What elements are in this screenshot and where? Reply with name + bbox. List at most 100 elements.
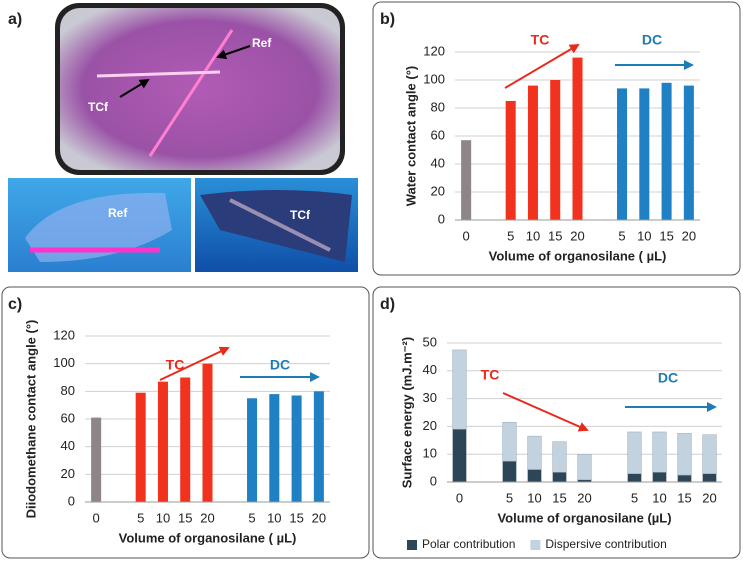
x-tick-label: 10 <box>156 510 170 525</box>
bar <box>661 82 672 220</box>
x-tick-label: 5 <box>631 490 638 505</box>
bar <box>269 394 280 502</box>
x-tick-label: 10 <box>267 510 281 525</box>
y-tick-label: 0 <box>68 493 75 508</box>
trend-arrow <box>504 43 580 89</box>
x-tick-label: 10 <box>652 490 666 505</box>
bar <box>527 85 538 220</box>
y-tick-label: 20 <box>61 466 75 481</box>
annotation: DC <box>658 370 678 386</box>
film-strip <box>96 70 221 78</box>
x-axis-title: Volume of organosilane ( µL) <box>119 530 297 545</box>
bar-segment <box>652 431 667 473</box>
y-tick-label: 40 <box>431 155 445 170</box>
legend-swatch <box>530 540 541 550</box>
y-tick-label: 120 <box>423 43 445 58</box>
bar <box>639 88 650 221</box>
legend-label: Dispersive contribution <box>545 537 666 551</box>
x-tick-label: 20 <box>577 490 591 505</box>
y-tick-label: 0 <box>438 211 445 226</box>
x-tick-label: 20 <box>682 228 696 243</box>
photo-label: Ref <box>252 36 272 50</box>
x-tick-label: 5 <box>618 228 625 243</box>
x-tick-label: 5 <box>506 490 513 505</box>
bar-segment <box>677 474 692 483</box>
annotation: DC <box>642 32 662 48</box>
x-tick-label: 20 <box>570 228 584 243</box>
panel-label: c) <box>8 296 22 313</box>
x-tick-label: 0 <box>456 490 463 505</box>
bar <box>617 88 628 221</box>
bar-segment <box>702 473 717 483</box>
photo-film <box>229 198 331 252</box>
x-tick-label: 15 <box>659 228 673 243</box>
bar-segment <box>552 472 567 483</box>
bar-segment <box>652 472 667 483</box>
y-tick-label: 60 <box>61 410 75 425</box>
y-tick-label: 0 <box>430 473 437 488</box>
x-tick-label: 5 <box>137 510 144 525</box>
trend-arrow <box>159 346 230 381</box>
bar-segment <box>502 460 517 483</box>
y-tick-label: 120 <box>53 327 75 342</box>
x-tick-label: 20 <box>200 510 214 525</box>
x-axis-title: Volume of organosilane (µL) <box>497 510 671 525</box>
panel-frame <box>372 286 741 559</box>
x-tick-label: 15 <box>289 510 303 525</box>
x-tick-label: 20 <box>312 510 326 525</box>
bar-segment <box>452 428 467 483</box>
x-tick-label: 15 <box>548 228 562 243</box>
bar-segment <box>627 431 642 474</box>
pointer <box>119 78 150 98</box>
photo-label: TCf <box>290 208 311 222</box>
bar <box>135 392 146 502</box>
x-tick-label: 0 <box>93 510 100 525</box>
legend-label: Polar contribution <box>422 537 515 551</box>
bar <box>550 80 561 220</box>
y-tick-label: 100 <box>423 71 445 86</box>
bar <box>683 85 694 220</box>
annotation: TC <box>481 367 500 383</box>
y-tick-label: 50 <box>423 334 437 349</box>
photo-top <box>60 8 340 170</box>
trend-arrow <box>502 392 589 432</box>
y-axis-title: Water contact angle (°) <box>403 66 418 207</box>
x-tick-label: 10 <box>527 490 541 505</box>
bar-segment <box>702 434 717 474</box>
y-tick-label: 80 <box>431 99 445 114</box>
x-tick-label: 15 <box>677 490 691 505</box>
y-tick-label: 80 <box>61 383 75 398</box>
bar-segment <box>527 435 542 470</box>
photo-label: Ref <box>108 206 128 220</box>
bar <box>180 377 191 502</box>
bar <box>461 140 472 220</box>
y-axis-title: Diiodomethane contact angle (°) <box>23 320 38 519</box>
y-tick-label: 40 <box>423 362 437 377</box>
bar-segment <box>627 473 642 483</box>
bar <box>505 101 516 220</box>
x-tick-label: 10 <box>637 228 651 243</box>
x-tick-label: 15 <box>552 490 566 505</box>
y-tick-label: 20 <box>423 418 437 433</box>
y-tick-label: 100 <box>53 355 75 370</box>
bar-segment <box>502 421 517 462</box>
bar-segment <box>452 349 467 430</box>
x-tick-label: 15 <box>178 510 192 525</box>
pointer <box>216 45 251 60</box>
bar <box>247 398 258 502</box>
x-tick-label: 0 <box>463 228 470 243</box>
panel-label: d) <box>380 296 395 313</box>
x-tick-label: 20 <box>702 490 716 505</box>
y-tick-label: 40 <box>61 438 75 453</box>
photo-label: TCf <box>88 100 109 114</box>
bar <box>572 57 583 220</box>
x-axis-title: Volume of organosilane ( µL) <box>489 248 667 263</box>
bar <box>202 363 213 502</box>
x-tick-label: 5 <box>507 228 514 243</box>
annotation: TC <box>166 357 185 373</box>
bar <box>91 417 102 502</box>
bar-segment <box>677 433 692 476</box>
panel-frame <box>372 1 741 276</box>
y-axis-title: Surface energy (mJ.m⁻²) <box>399 337 414 488</box>
